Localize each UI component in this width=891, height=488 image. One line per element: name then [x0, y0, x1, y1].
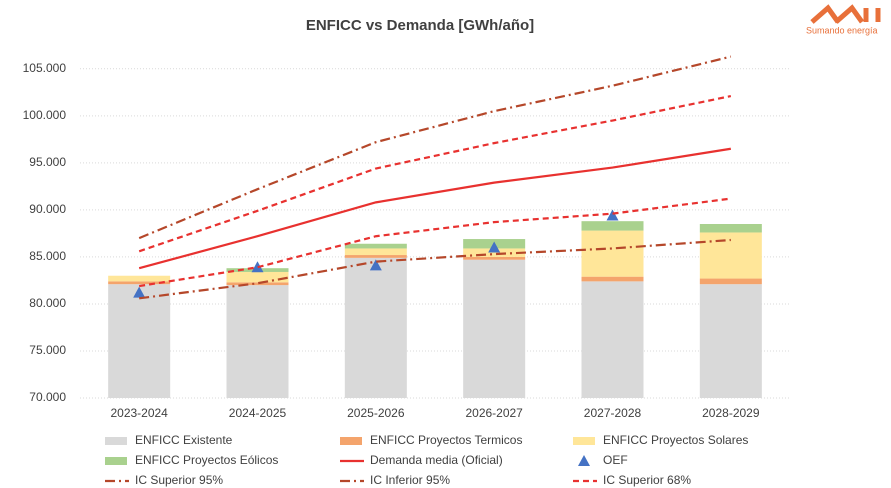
- y-tick-label: 90.000: [29, 202, 66, 216]
- chart-title: ENFICC vs Demanda [GWh/año]: [306, 17, 534, 34]
- y-tick-label: 95.000: [29, 155, 66, 169]
- logo-mark: [810, 4, 881, 24]
- bar-segment: [581, 281, 644, 398]
- bar-segment: [699, 232, 762, 279]
- line: [138, 147, 732, 270]
- bar-segment: [581, 230, 644, 277]
- bar-segment: [108, 284, 171, 398]
- marker: [133, 286, 146, 298]
- bar-segment: [581, 276, 644, 282]
- y-tick-label: 100.000: [23, 108, 67, 122]
- logo-text: Sumando energía: [806, 25, 878, 35]
- bar-segment: [581, 221, 644, 231]
- bar-segment: [226, 285, 289, 398]
- legend-label: ENFICC Existente: [135, 433, 233, 447]
- bar-segment: [699, 284, 762, 398]
- marker: [369, 259, 382, 271]
- legend-swatch: [105, 437, 127, 445]
- legend-label: Demanda media (Oficial): [370, 453, 503, 467]
- x-tick-label: 2025-2026: [347, 406, 405, 420]
- bar-segment: [344, 257, 407, 398]
- bar-segment: [463, 256, 526, 260]
- marker: [606, 209, 619, 221]
- y-tick-label: 80.000: [29, 296, 66, 310]
- bar-segment: [463, 248, 526, 257]
- line: [138, 197, 731, 288]
- marker: [488, 241, 501, 253]
- y-tick-label: 75.000: [29, 343, 66, 357]
- legend-label: ENFICC Proyectos Termicos: [370, 433, 522, 447]
- bar-segment: [463, 259, 526, 398]
- bar-segment: [226, 282, 289, 286]
- bar-segment: [344, 243, 407, 249]
- line: [138, 55, 732, 240]
- legend-swatch: [105, 457, 127, 465]
- x-tick-label: 2026-2027: [465, 406, 523, 420]
- legend-swatch: [340, 437, 362, 445]
- bar-segment: [344, 248, 407, 256]
- legend-swatch: [573, 437, 595, 445]
- legend-swatch: [578, 455, 590, 466]
- bar-segment: [699, 224, 762, 233]
- y-tick-label: 85.000: [29, 249, 66, 263]
- bar-segment: [108, 281, 171, 285]
- y-tick-label: 105.000: [23, 61, 67, 75]
- bar-segment: [108, 275, 171, 282]
- legend-label: IC Superior 68%: [603, 473, 691, 487]
- legend-label: IC Superior 95%: [135, 473, 223, 487]
- x-tick-label: 2027-2028: [584, 406, 642, 420]
- line: [138, 95, 732, 253]
- legend-label: ENFICC Proyectos Solares: [603, 433, 748, 447]
- bar-segment: [699, 278, 762, 285]
- marker: [251, 261, 264, 273]
- legend-label: OEF: [603, 453, 628, 467]
- x-tick-label: 2023-2024: [110, 406, 168, 420]
- legend-label: IC Inferior 95%: [370, 473, 450, 487]
- legend-label: ENFICC Proyectos Eólicos: [135, 453, 278, 467]
- y-tick-label: 70.000: [29, 390, 66, 404]
- bar-segment: [344, 255, 407, 258]
- bar-segment: [226, 271, 289, 283]
- x-tick-label: 2028-2029: [702, 406, 760, 420]
- x-tick-label: 2024-2025: [229, 406, 287, 420]
